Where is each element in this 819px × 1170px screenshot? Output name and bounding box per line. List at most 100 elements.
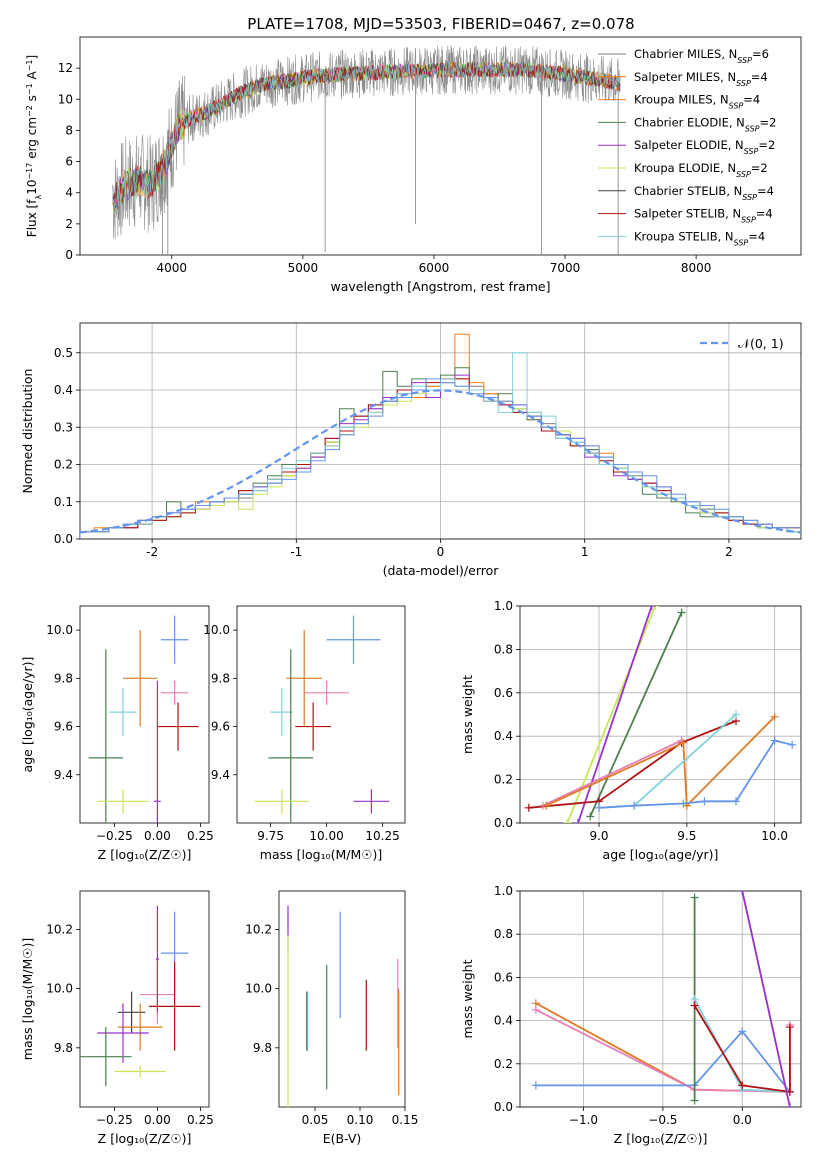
x-tick-label: -1 [290,545,302,559]
x-tick-label: 0.00 [144,1113,171,1127]
y-tick-label: 9.8 [54,1041,73,1055]
legend-label-text: Salpeter MILES, N [634,70,736,84]
y-tick-label: 10.0 [46,623,73,637]
y-tick-label: 0.5 [54,346,73,360]
y-axis-label-part: ] [25,55,39,60]
x-axis-label: (data-model)/error [383,563,500,578]
x-tick-label: 1 [581,545,589,559]
x-tick-label: 8000 [681,261,712,275]
x-tick-label: 0.25 [187,829,214,843]
y-tick-label: 10.2 [46,922,73,936]
legend-label-sub: SSP [729,101,744,110]
y-axis-label: Normed distribution [20,369,35,494]
y-axis-label-part: −1 [25,83,34,95]
weight-marker [770,736,779,745]
weight-marker [788,740,797,749]
weight-marker [690,1001,699,1010]
legend-label-sub: SSP [734,238,749,247]
weight-line [589,612,683,817]
panels: 4000 5000 6000 7000 8000024681012wavelength … [20,36,802,1146]
y-tick-label: 0.8 [494,642,513,656]
x-tick-label: 9.0 [589,829,608,843]
y-axis-label-part: −2 [25,105,34,117]
x-tick-label: 7000 [550,261,581,275]
y-axis-label-part: erg cm [25,117,39,163]
y-tick-label: 12 [58,61,73,75]
y-tick-label: 10 [58,92,73,106]
weight-marker [738,1081,747,1090]
y-tick-label: 9.8 [211,671,230,685]
x-tick-label: 0.0 [733,1113,752,1127]
y-axis-label: Flux [fλ10−17 erg cm−2 s−1 A−1] [25,55,43,237]
x-axis-label: Z [log₁₀(Z/Z☉)] [98,847,192,862]
weight-marker [630,801,639,810]
weight-marker [563,819,572,823]
x-axis-label: mass [log₁₀(M/M☉)] [260,847,382,862]
weight-series [524,606,797,823]
y-tick-label: 0.4 [494,1014,513,1028]
legend-label-text: Chabrier MILES, N [634,47,737,61]
axes-frame [519,890,802,1108]
legend-label-sub: SSP [736,170,751,179]
x-tick-label: 4000 [156,261,187,275]
weight-line [535,1029,791,1093]
y-axis-label-part: s [25,95,39,105]
y-axis-label-part: −17 [25,163,34,180]
legend-label: Salpeter STELIB, NSSP=4 [634,207,773,225]
y-axis-label-part: λ [34,195,43,200]
legend-label-text: Kroupa ELODIE, N [634,161,736,175]
panel-massweight_vs_age: 9.0 9.5 10.0 0.0 0.2 0.4 0.6 0.8 1.0 age [log₁₀(a… [460,599,802,862]
legend-label-tail: =6 [752,47,769,61]
legend-label-sub: SSP [741,215,756,224]
legend-label-sub: SSP [736,78,751,87]
weight-marker [690,1096,699,1105]
x-tick-label: −0.25 [96,1113,133,1127]
legend-label-tail: =4 [748,229,765,243]
figure-title: PLATE=1708, MJD=53503, FIBERID=0467, z=0… [247,15,634,33]
weight-marker [700,797,709,806]
y-tick-label: 8 [65,123,73,137]
y-axis-label: mass weight [460,675,475,754]
y-axis-label: mass weight [460,959,475,1038]
y-tick-label: 0.0 [494,1100,513,1114]
legend-label: Salpeter ELODIE, NSSP=2 [634,138,775,156]
x-axis-label: E(B-V) [323,1131,362,1146]
weight-marker [531,1081,540,1090]
legend-label: Chabrier ELODIE, NSSP=2 [634,115,776,132]
weight-line [542,739,682,807]
legend-label-tail: =4 [756,207,773,221]
legend-label-text: Chabrier ELODIE, N [634,115,745,129]
panel-mass_vs_ebv: 0.05 0.10 0.15 9.8 10.0 10.2 E(B-V) [245,890,419,1146]
weight-line [545,716,776,808]
y-tick-label: 10.2 [245,922,272,936]
y-tick-label: 0.4 [54,383,73,397]
gaussian-curve [80,389,801,534]
x-tick-label: 6000 [419,261,450,275]
panel-age_vs_mass: 9.75 10.00 10.25 9.4 9.6 9.8 10.0 mass [log₁₀(M… [203,605,406,862]
axes-frame [519,605,802,824]
legend-label-sub: SSP [737,56,752,65]
weight-marker [679,738,688,747]
y-tick-label: 9.8 [253,1041,272,1055]
x-tick-label: 10.00 [309,829,343,843]
weight-marker [647,606,656,610]
y-axis-label-part: Flux [f [25,199,39,237]
legend-label-tail: =4 [743,93,760,107]
y-tick-label: 0.0 [54,532,73,546]
weight-line [741,891,791,1107]
weight-marker [651,606,660,610]
axes-frame [79,605,210,824]
y-tick-label: 9.6 [54,720,73,734]
y-axis-label-part: −1 [25,59,34,71]
x-tick-label: 0.15 [392,1113,419,1127]
weight-marker [738,1027,747,1036]
errorbar-series [88,615,199,823]
axes-frame [79,36,802,256]
weight-line [528,720,737,809]
x-tick-label: 0.25 [187,1113,214,1127]
y-tick-label: 0.6 [494,686,513,700]
legend-label-text: Kroupa STELIB, N [634,229,734,243]
x-tick-label: 9.5 [677,829,696,843]
legend-label: 𝒩(0, 1) [738,336,784,351]
legend-label: Kroupa STELIB, NSSP=4 [634,229,765,247]
